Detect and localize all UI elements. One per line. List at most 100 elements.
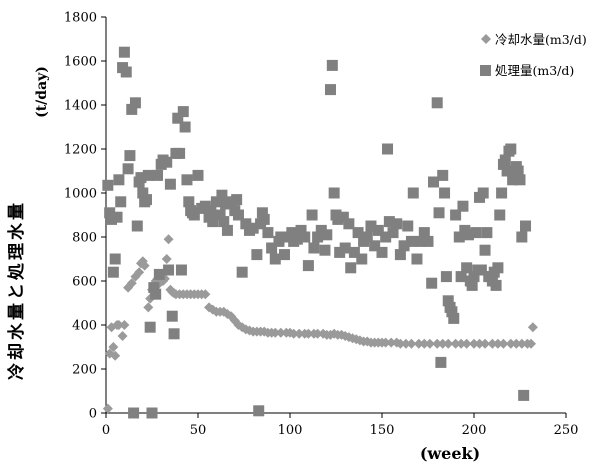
data-point-square — [140, 194, 152, 206]
data-point-square — [278, 249, 290, 261]
data-point-diamond — [526, 338, 537, 349]
data-point-square — [166, 310, 178, 322]
data-point-diamond — [413, 338, 424, 349]
data-point-square — [439, 187, 451, 199]
data-point-square — [131, 220, 143, 232]
data-point-square — [492, 262, 504, 274]
data-point-square — [312, 231, 324, 243]
data-point-diamond — [443, 338, 454, 349]
data-point-square — [106, 213, 118, 225]
data-point-square — [152, 169, 164, 181]
data-point-square — [343, 218, 355, 230]
y-tick-label: 1400 — [64, 99, 97, 114]
y-tick-label: 1200 — [64, 143, 97, 158]
data-point-diamond — [139, 260, 150, 271]
y-axis-unit: (t/day) — [34, 66, 50, 118]
data-point-square — [446, 306, 458, 318]
data-point-square — [339, 242, 351, 254]
data-point-square — [437, 169, 449, 181]
legend-diamond-marker — [481, 34, 491, 44]
data-point-square — [299, 231, 311, 243]
data-point-square — [337, 211, 349, 223]
data-point-square — [269, 253, 281, 265]
data-point-square — [113, 174, 125, 186]
data-point-diamond — [419, 338, 430, 349]
data-point-square — [481, 227, 493, 239]
data-point-diamond — [424, 338, 435, 349]
data-point-square — [175, 264, 187, 276]
data-point-square — [221, 224, 233, 236]
data-point-square — [499, 154, 511, 166]
data-point-square — [435, 356, 447, 368]
data-point-square — [490, 279, 502, 291]
data-point-square — [391, 218, 403, 230]
y-tick-label: 1000 — [64, 187, 97, 202]
data-point-diamond — [498, 338, 509, 349]
data-point-square — [479, 244, 491, 256]
legend: 冷却水量(m3/d) 処理量(m3/d) — [480, 32, 587, 78]
data-point-square — [328, 187, 340, 199]
data-point-diamond — [406, 338, 417, 349]
data-point-diamond — [400, 338, 411, 349]
data-point-square — [319, 244, 331, 256]
data-point-square — [372, 224, 384, 236]
series-cooling-water — [102, 234, 538, 414]
data-point-square — [146, 407, 158, 419]
data-point-square — [512, 165, 524, 177]
data-point-square — [104, 207, 116, 219]
legend-item-cooling-water: 冷却水量(m3/d) — [481, 32, 587, 47]
y-tick-label: 1800 — [64, 11, 97, 26]
x-axis-title: (week) — [420, 444, 480, 463]
data-point-diamond — [437, 338, 448, 349]
data-point-square — [402, 220, 414, 232]
data-point-square — [150, 288, 162, 300]
data-point-diamond — [117, 331, 128, 341]
data-point-square — [369, 240, 381, 252]
data-point-square — [163, 264, 175, 276]
data-point-square — [455, 271, 467, 283]
data-point-square — [115, 196, 127, 208]
data-point-square — [411, 253, 423, 265]
data-point-square — [102, 179, 114, 191]
data-point-diamond — [432, 338, 443, 349]
data-point-square — [450, 209, 462, 221]
y-tick-label: 400 — [72, 319, 97, 334]
data-point-square — [275, 231, 287, 243]
data-point-square — [135, 172, 147, 184]
data-point-diamond — [516, 338, 527, 349]
data-point-square — [394, 249, 406, 261]
data-point-square — [356, 253, 368, 265]
data-point-square — [247, 222, 259, 234]
data-point-square — [324, 84, 336, 96]
data-point-square — [199, 200, 211, 212]
data-point-diamond — [456, 338, 467, 349]
data-point-square — [501, 165, 513, 177]
data-point-diamond — [505, 338, 516, 349]
data-point-square — [231, 194, 243, 206]
data-point-square — [475, 264, 487, 276]
data-point-diamond — [275, 327, 286, 338]
data-point-square — [179, 121, 191, 133]
data-point-square — [405, 235, 417, 247]
data-point-square — [365, 220, 377, 232]
data-point-square — [122, 163, 134, 175]
data-point-square — [128, 407, 140, 419]
data-point-square — [148, 282, 160, 294]
data-point-square — [174, 147, 186, 159]
x-tick-label: 200 — [462, 423, 487, 438]
data-point-square — [164, 178, 176, 190]
data-point-square — [232, 209, 244, 221]
data-point-square — [240, 218, 252, 230]
data-point-diamond — [294, 328, 305, 339]
data-point-square — [516, 231, 528, 243]
data-point-diamond — [474, 338, 485, 349]
data-point-square — [466, 279, 478, 291]
series-treatment-volume — [102, 46, 532, 419]
data-point-square — [361, 231, 373, 243]
data-point-square — [192, 169, 204, 181]
data-point-square — [433, 207, 445, 219]
data-point-diamond — [110, 350, 121, 361]
data-point-square — [477, 187, 489, 199]
data-point-square — [468, 271, 480, 283]
